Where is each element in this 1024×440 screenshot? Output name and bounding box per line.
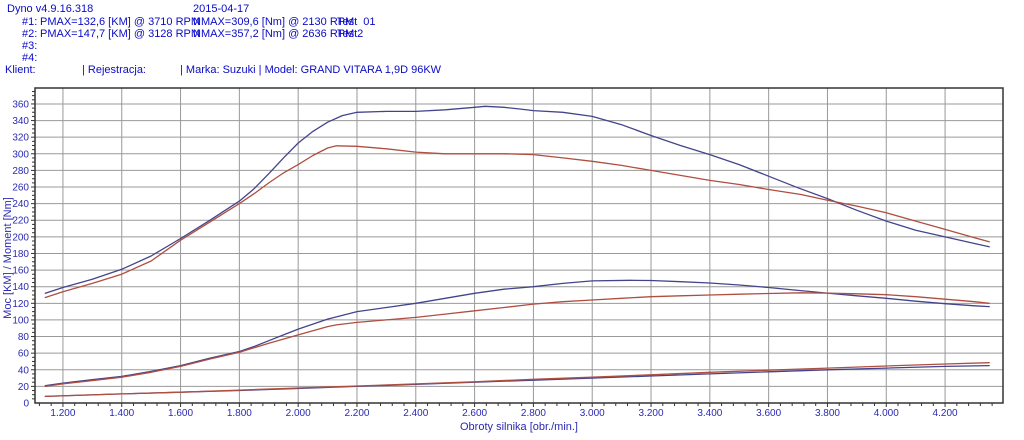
run-2-nmax: NMAX=357,2 [Nm] @ 2636 RPM (193, 28, 355, 40)
x-tick-label: 2.800 (521, 408, 546, 419)
y-tick-label: 220 (12, 216, 29, 227)
x-tick-label: 1.800 (227, 408, 252, 419)
plot-border (34, 87, 1004, 404)
run-2-id: #2: (22, 28, 38, 40)
y-tick-label: 40 (18, 365, 30, 376)
x-tick-label: 4.200 (933, 408, 958, 419)
y-tick-label: 340 (12, 116, 29, 127)
x-tick-label: 1.400 (109, 408, 134, 419)
y-tick-label: 200 (12, 232, 29, 243)
x-tick-label: 3.000 (580, 408, 605, 419)
run-1-pmax: PMAX=132,6 [KM] @ 3710 RPM (40, 16, 201, 28)
y-tick-label: 60 (18, 349, 30, 360)
registration-label: | Rejestracja: (82, 64, 146, 76)
x-tick-label: 3.600 (756, 408, 781, 419)
y-tick-label: 100 (12, 315, 29, 326)
tick-labels: 1.200 1.400 1.600 1.800 2.000 2.200 2.400 2.600… (12, 99, 958, 419)
y-tick-label: 120 (12, 299, 29, 310)
y-tick-label: 260 (12, 183, 29, 194)
run-1-test-name: Test 01 (337, 16, 376, 28)
y-axis-title: Moc [KM] / Moment [Nm] (2, 197, 14, 319)
run-2-pmax: PMAX=147,7 [KM] @ 3128 RPM (40, 28, 201, 40)
curves (44, 105, 990, 398)
x-tick-label: 3.400 (697, 408, 722, 419)
make-model-label: | Marka: Suzuki | Model: GRAND VITARA 1,… (180, 64, 442, 76)
x-tick-label: 2.200 (344, 408, 369, 419)
loss-test1-curve (44, 362, 990, 398)
x-tick-label: 2.000 (286, 408, 311, 419)
x-tick-label: 3.800 (815, 408, 840, 419)
y-tick-label: 360 (12, 99, 29, 110)
x-tick-label: 1.600 (168, 408, 193, 419)
torque-test1-curve (44, 145, 990, 299)
y-tick-label: 240 (12, 199, 29, 210)
x-axis-title: Obroty silnika [obr./min.] (460, 421, 578, 433)
torque-test2-curve (44, 105, 990, 294)
x-tick-label: 2.600 (462, 408, 487, 419)
y-tick-label: 320 (12, 133, 29, 144)
axis-ticks (31, 90, 993, 407)
x-tick-label: 1.200 (50, 408, 75, 419)
y-tick-label: 80 (18, 332, 30, 343)
measurement-date: 2015-04-17 (193, 3, 250, 15)
power-test1-curve (44, 292, 990, 388)
run-3-id: #3: (22, 40, 38, 52)
y-tick-label: 20 (18, 382, 30, 393)
run-4-id: #4: (22, 52, 38, 64)
run-1-id: #1: (22, 16, 38, 28)
y-tick-label: 280 (12, 166, 29, 177)
x-tick-label: 4.000 (874, 408, 899, 419)
y-tick-label: 140 (12, 282, 29, 293)
y-tick-label: 160 (12, 266, 29, 277)
client-label: Klient: (5, 64, 36, 76)
y-tick-label: 300 (12, 149, 29, 160)
run-1-nmax: NMAX=309,6 [Nm] @ 2130 RPM (193, 16, 355, 28)
y-tick-label: 0 (23, 399, 29, 410)
app-version: Dyno v4.9.16.318 (7, 3, 94, 15)
grid (35, 88, 1003, 403)
x-tick-label: 2.400 (403, 408, 428, 419)
run-2-test-name: Test2 (337, 28, 364, 40)
x-tick-label: 3.200 (639, 408, 664, 419)
y-tick-label: 180 (12, 249, 29, 260)
